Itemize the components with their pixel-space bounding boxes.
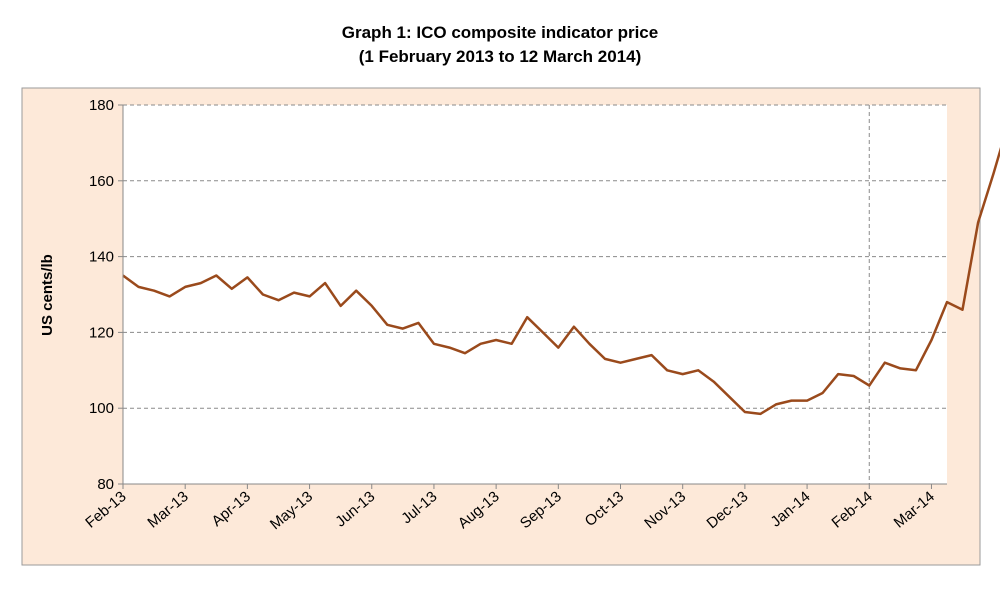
chart-title: Graph 1: ICO composite indicator price <box>342 23 658 42</box>
data-line <box>122 147 1000 416</box>
y-tick-label: 140 <box>89 249 114 266</box>
y-tick-label: 100 <box>89 400 114 417</box>
y-tick-label: 120 <box>89 324 114 341</box>
y-tick-label: 180 <box>89 97 114 114</box>
y-axis-label: US cents/lb <box>39 254 56 336</box>
y-tick-label: 80 <box>97 476 114 493</box>
chart-subtitle: (1 February 2013 to 12 March 2014) <box>359 47 642 66</box>
y-tick-label: 160 <box>89 173 114 190</box>
plot-area <box>123 105 947 484</box>
